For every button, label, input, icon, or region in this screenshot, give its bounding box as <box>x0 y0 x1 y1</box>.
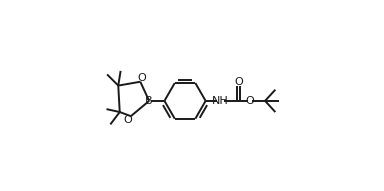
Text: O: O <box>123 115 132 125</box>
Text: NH: NH <box>212 96 229 106</box>
Text: B: B <box>145 96 153 106</box>
Text: O: O <box>137 73 146 83</box>
Text: O: O <box>234 77 243 87</box>
Text: O: O <box>245 96 254 106</box>
